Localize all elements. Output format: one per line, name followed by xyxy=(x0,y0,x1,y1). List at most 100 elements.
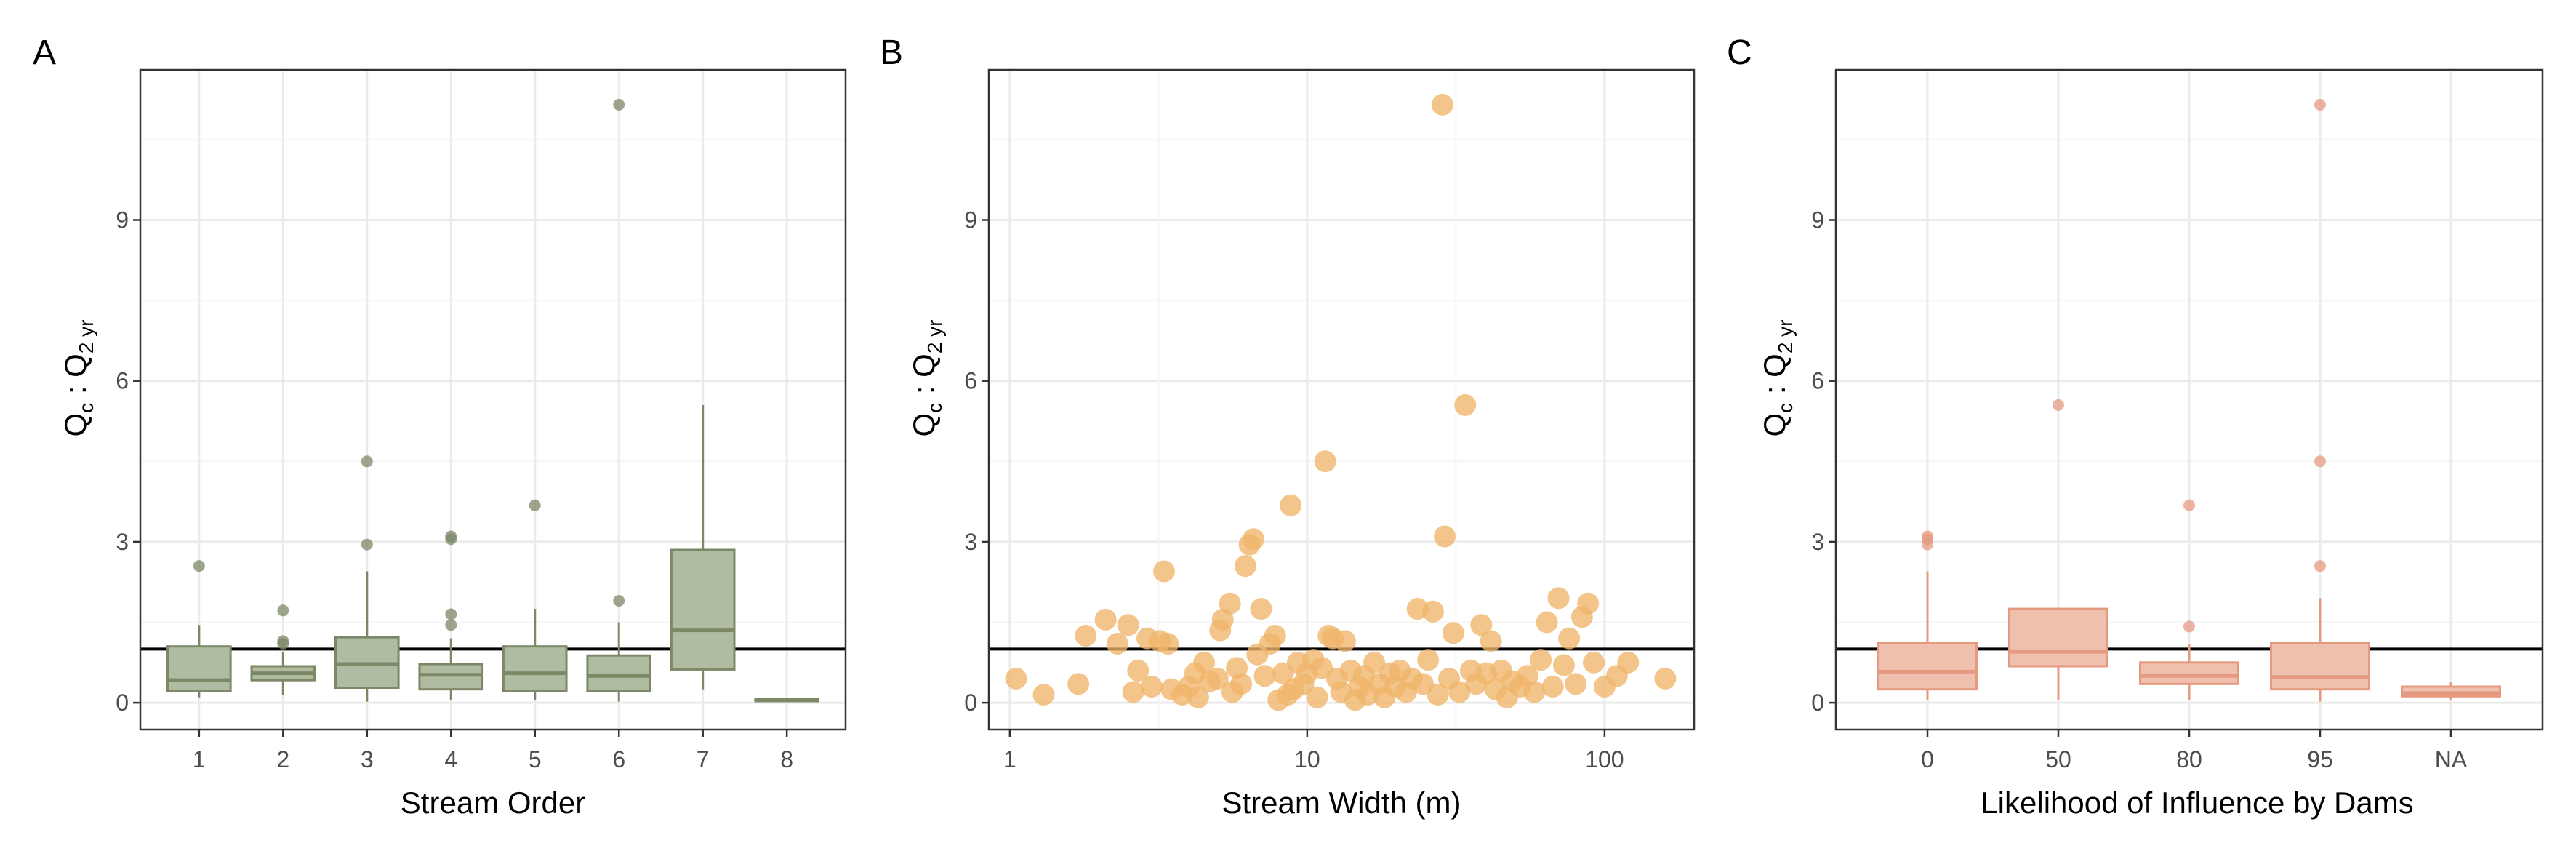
data-point xyxy=(1311,657,1333,679)
data-point xyxy=(1333,630,1356,652)
x-tick-label: 5 xyxy=(529,746,542,772)
data-point xyxy=(1654,667,1677,690)
data-point xyxy=(1454,393,1477,416)
x-tick-label: 7 xyxy=(697,746,710,772)
data-point xyxy=(1280,494,1302,516)
y-tick-label: 3 xyxy=(964,529,977,555)
data-point xyxy=(1157,633,1179,655)
y-axis-title: Qc : Q2 yr xyxy=(907,319,946,436)
y-tick-label: 0 xyxy=(1811,690,1824,716)
outlier-point xyxy=(2183,499,2195,511)
data-point xyxy=(1141,676,1163,698)
data-point xyxy=(1094,608,1117,631)
x-tick-label: 50 xyxy=(2045,746,2071,772)
box xyxy=(2270,642,2370,691)
outlier-point xyxy=(2314,560,2326,572)
data-point xyxy=(1067,673,1090,695)
outlier-point xyxy=(1922,530,1933,543)
y-tick-label: 3 xyxy=(116,529,129,555)
data-point xyxy=(1421,600,1444,623)
data-point xyxy=(1363,651,1386,674)
panel-c: C 0 3 6 9 0 50 80 95 NA Likelihood of Influence … xyxy=(1727,33,2544,820)
box xyxy=(166,645,232,692)
y-tick-label: 3 xyxy=(1811,529,1824,555)
y-axis-title: Qc : Q2 yr xyxy=(58,319,97,436)
box xyxy=(502,645,568,692)
data-point xyxy=(1206,667,1229,690)
data-point xyxy=(1442,622,1464,644)
data-point xyxy=(1558,627,1581,650)
outlier-point xyxy=(2314,98,2326,111)
data-point xyxy=(1530,649,1552,671)
panel-label: A xyxy=(33,33,56,72)
y-tick-label: 9 xyxy=(964,207,977,233)
data-point xyxy=(1536,611,1558,634)
data-point xyxy=(1193,651,1216,674)
panel-border xyxy=(139,68,847,731)
panel-border xyxy=(987,68,1696,731)
outlier-point xyxy=(445,608,457,620)
box xyxy=(418,663,484,691)
x-tick-label: 100 xyxy=(1585,746,1624,772)
panel-border xyxy=(1834,68,2544,731)
outlier-point xyxy=(361,455,373,468)
data-point xyxy=(1306,686,1328,708)
panel-c-plot-area: 0 3 6 9 0 50 80 95 NA xyxy=(1811,68,2544,772)
data-point xyxy=(1583,651,1605,674)
data-point xyxy=(1230,673,1253,695)
x-tick-label: 8 xyxy=(780,746,793,772)
panel-b-plot-area: 0 3 6 9 1 10 100 xyxy=(964,68,1696,772)
data-point xyxy=(1427,684,1449,706)
data-point xyxy=(1187,686,1209,708)
data-point xyxy=(1117,614,1139,636)
data-point xyxy=(1243,528,1265,551)
x-tick-label: 3 xyxy=(361,746,374,772)
data-point xyxy=(1417,649,1440,671)
box xyxy=(586,654,652,692)
y-axis-title: Qc : Q2 yr xyxy=(1757,319,1797,436)
box xyxy=(670,548,736,671)
data-point xyxy=(1032,684,1055,706)
x-tick-label: 95 xyxy=(2307,746,2333,772)
y-tick-label: 0 xyxy=(964,690,977,716)
x-tick-label: 0 xyxy=(1921,746,1934,772)
y-tick-label: 9 xyxy=(1811,207,1824,233)
x-axis-title: Stream Order xyxy=(401,786,585,820)
y-tick-label: 6 xyxy=(964,368,977,394)
x-tick-label: 1 xyxy=(193,746,206,772)
x-axis-title: Stream Width (m) xyxy=(1221,786,1461,820)
data-point xyxy=(1234,555,1256,578)
data-point xyxy=(1152,560,1175,583)
x-axis-title: Likelihood of Influence by Dams xyxy=(1981,786,2413,820)
outlier-point xyxy=(2183,620,2195,633)
data-point xyxy=(1122,681,1144,703)
outlier-point xyxy=(361,538,373,551)
x-tick-label: 80 xyxy=(2176,746,2202,772)
outlier-point xyxy=(277,635,289,647)
data-point xyxy=(1448,681,1471,703)
data-point xyxy=(1219,592,1241,615)
data-point xyxy=(1431,93,1453,116)
data-point xyxy=(1264,624,1286,647)
data-point xyxy=(1523,681,1546,703)
y-tick-label: 6 xyxy=(1811,368,1824,394)
data-point xyxy=(1552,654,1575,676)
x-tick-label: 4 xyxy=(444,746,457,772)
data-point xyxy=(1470,614,1493,636)
panel-label: B xyxy=(880,33,903,72)
data-point xyxy=(1480,630,1502,652)
data-point xyxy=(1433,525,1456,548)
outlier-point xyxy=(2314,455,2326,468)
box xyxy=(2008,607,2108,668)
y-tick-label: 6 xyxy=(116,368,129,394)
data-point xyxy=(1541,676,1564,698)
box xyxy=(1877,642,1978,691)
outlier-point xyxy=(2053,399,2064,411)
panel-b: B 0 3 6 9 1 10 100 Stream Width (m) Qc : Q2 yr xyxy=(880,33,1696,820)
box xyxy=(2139,661,2239,685)
y-tick-label: 0 xyxy=(116,690,129,716)
panel-label: C xyxy=(1727,33,1752,72)
